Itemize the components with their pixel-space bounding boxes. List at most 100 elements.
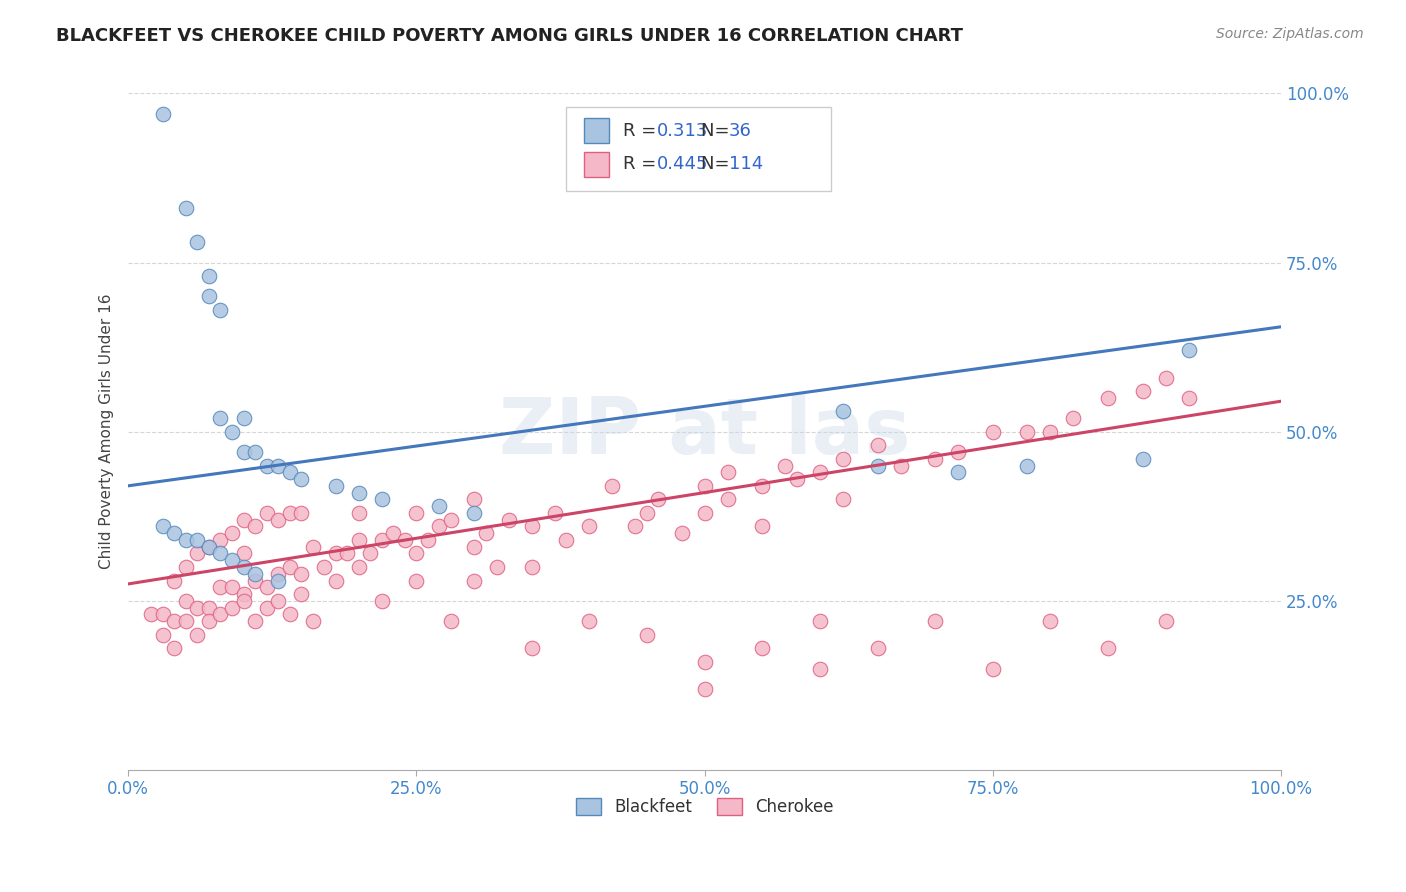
Point xyxy=(371,594,394,608)
Point xyxy=(347,485,370,500)
Point xyxy=(1132,451,1154,466)
Point xyxy=(209,607,232,622)
Point xyxy=(520,560,543,574)
Point xyxy=(359,546,381,560)
Point xyxy=(463,540,485,554)
Point xyxy=(429,519,451,533)
Point xyxy=(232,411,254,425)
Point xyxy=(1039,614,1062,628)
Point xyxy=(671,526,693,541)
Point xyxy=(221,553,243,567)
Point xyxy=(209,411,232,425)
Point xyxy=(163,526,186,541)
Point xyxy=(832,404,855,418)
Point xyxy=(278,607,301,622)
Point xyxy=(405,574,427,588)
Legend: Blackfeet, Cherokee: Blackfeet, Cherokee xyxy=(569,791,841,822)
Point xyxy=(463,492,485,507)
Point xyxy=(1062,411,1084,425)
Point xyxy=(555,533,578,547)
Point xyxy=(278,560,301,574)
Point xyxy=(243,566,266,581)
Point xyxy=(290,566,312,581)
Point xyxy=(243,445,266,459)
Point xyxy=(693,479,716,493)
Text: R =: R = xyxy=(623,121,662,139)
Text: ZIP at las: ZIP at las xyxy=(499,393,910,470)
Point xyxy=(486,560,509,574)
Text: N=: N= xyxy=(702,155,735,173)
Point xyxy=(209,580,232,594)
Point xyxy=(221,600,243,615)
Point xyxy=(520,641,543,656)
Point xyxy=(636,628,658,642)
Point xyxy=(336,546,359,560)
Point xyxy=(186,600,208,615)
Point xyxy=(325,546,347,560)
Point xyxy=(405,546,427,560)
Text: Source: ZipAtlas.com: Source: ZipAtlas.com xyxy=(1216,27,1364,41)
Point xyxy=(347,560,370,574)
Point xyxy=(636,506,658,520)
Point xyxy=(243,574,266,588)
Text: 114: 114 xyxy=(728,155,763,173)
Point xyxy=(314,560,336,574)
Point xyxy=(209,533,232,547)
Point xyxy=(693,681,716,696)
Point xyxy=(866,458,889,473)
Point xyxy=(866,641,889,656)
Point xyxy=(624,519,647,533)
Point xyxy=(198,289,221,303)
Text: BLACKFEET VS CHEROKEE CHILD POVERTY AMONG GIRLS UNDER 16 CORRELATION CHART: BLACKFEET VS CHEROKEE CHILD POVERTY AMON… xyxy=(56,27,963,45)
Point xyxy=(174,614,197,628)
Point xyxy=(463,574,485,588)
Point xyxy=(405,506,427,520)
Point xyxy=(751,641,773,656)
Text: R =: R = xyxy=(623,155,662,173)
Point xyxy=(866,438,889,452)
Point xyxy=(198,540,221,554)
Point xyxy=(198,600,221,615)
Point xyxy=(163,641,186,656)
Point xyxy=(544,506,567,520)
Point xyxy=(267,458,290,473)
Point xyxy=(347,533,370,547)
Point xyxy=(440,614,463,628)
Point xyxy=(520,519,543,533)
Point xyxy=(578,519,600,533)
Point xyxy=(221,425,243,439)
Point xyxy=(808,465,831,479)
Point xyxy=(186,628,208,642)
Point xyxy=(267,594,290,608)
Point xyxy=(981,661,1004,675)
Point xyxy=(1177,391,1199,405)
Point xyxy=(267,574,290,588)
Point xyxy=(371,492,394,507)
Point xyxy=(693,506,716,520)
Text: 36: 36 xyxy=(728,121,752,139)
Point xyxy=(186,235,208,250)
Point xyxy=(1177,343,1199,358)
Point xyxy=(981,425,1004,439)
Point xyxy=(186,533,208,547)
Point xyxy=(267,513,290,527)
Point xyxy=(221,580,243,594)
Point xyxy=(751,479,773,493)
Point xyxy=(1154,370,1177,384)
Point xyxy=(163,574,186,588)
Point xyxy=(498,513,520,527)
Point xyxy=(243,519,266,533)
Point xyxy=(278,465,301,479)
Point xyxy=(717,465,740,479)
Text: 0.313: 0.313 xyxy=(658,121,709,139)
Point xyxy=(832,492,855,507)
Point xyxy=(152,628,174,642)
Y-axis label: Child Poverty Among Girls Under 16: Child Poverty Among Girls Under 16 xyxy=(100,294,114,569)
Point xyxy=(1097,391,1119,405)
Point xyxy=(924,451,946,466)
Point xyxy=(1097,641,1119,656)
Point xyxy=(152,607,174,622)
Point xyxy=(832,451,855,466)
Point xyxy=(290,472,312,486)
Point xyxy=(948,445,970,459)
